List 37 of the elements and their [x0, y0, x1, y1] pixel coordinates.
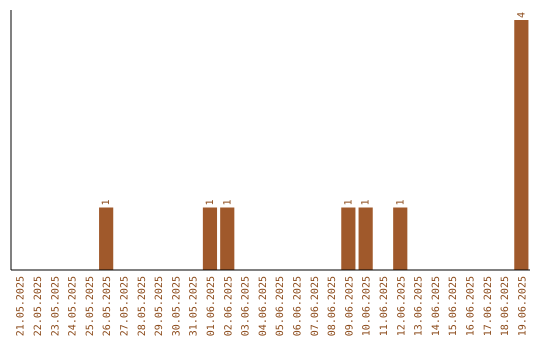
x-tick-label: 11.06.2025 — [378, 276, 390, 336]
data-label: 1 — [360, 199, 372, 206]
x-tick-label: 26.05.2025 — [102, 276, 114, 336]
x-tick-label: 04.06.2025 — [258, 276, 269, 336]
x-tick-label: 01.06.2025 — [206, 276, 217, 336]
x-tick-label: 22.05.2025 — [32, 276, 44, 336]
data-label: 1 — [343, 199, 354, 206]
x-tick-label: 08.06.2025 — [327, 276, 338, 336]
x-tick-label: 31.05.2025 — [188, 276, 200, 336]
x-tick-label: 02.06.2025 — [223, 276, 234, 336]
x-tick-label: 15.06.2025 — [448, 276, 460, 336]
x-tick-label: 06.06.2025 — [292, 276, 304, 336]
x-tick-label: 03.06.2025 — [240, 276, 252, 336]
data-label: 1 — [222, 199, 234, 206]
x-tick-label: 24.05.2025 — [68, 276, 79, 336]
x-tick-label: 29.05.2025 — [154, 276, 166, 336]
x-tick-label: 10.06.2025 — [362, 276, 373, 336]
x-tick-label: 21.05.2025 — [16, 276, 27, 336]
x-tick-label: 09.06.2025 — [344, 276, 356, 336]
x-tick-label: 17.06.2025 — [482, 276, 494, 336]
data-label: 4 — [516, 12, 528, 18]
x-tick-label: 28.05.2025 — [136, 276, 148, 336]
data-label: 1 — [204, 199, 216, 206]
x-tick-label: 12.06.2025 — [396, 276, 408, 336]
x-tick-label: 14.06.2025 — [430, 276, 442, 336]
x-tick-label: 23.05.2025 — [50, 276, 62, 336]
x-tick-label: 19.06.2025 — [517, 276, 528, 336]
x-tick-label: 18.06.2025 — [500, 276, 512, 336]
data-label: 1 — [395, 199, 406, 206]
x-tick-label: 27.05.2025 — [119, 276, 130, 336]
x-tick-label: 13.06.2025 — [414, 276, 425, 336]
x-tick-label: 05.06.2025 — [275, 276, 286, 336]
data-label: 1 — [101, 199, 112, 206]
x-tick-label: 30.05.2025 — [171, 276, 182, 336]
x-tick-label: 07.06.2025 — [310, 276, 321, 336]
x-tick-label: 25.05.2025 — [84, 276, 96, 336]
x-tick-label: 16.06.2025 — [465, 276, 476, 336]
